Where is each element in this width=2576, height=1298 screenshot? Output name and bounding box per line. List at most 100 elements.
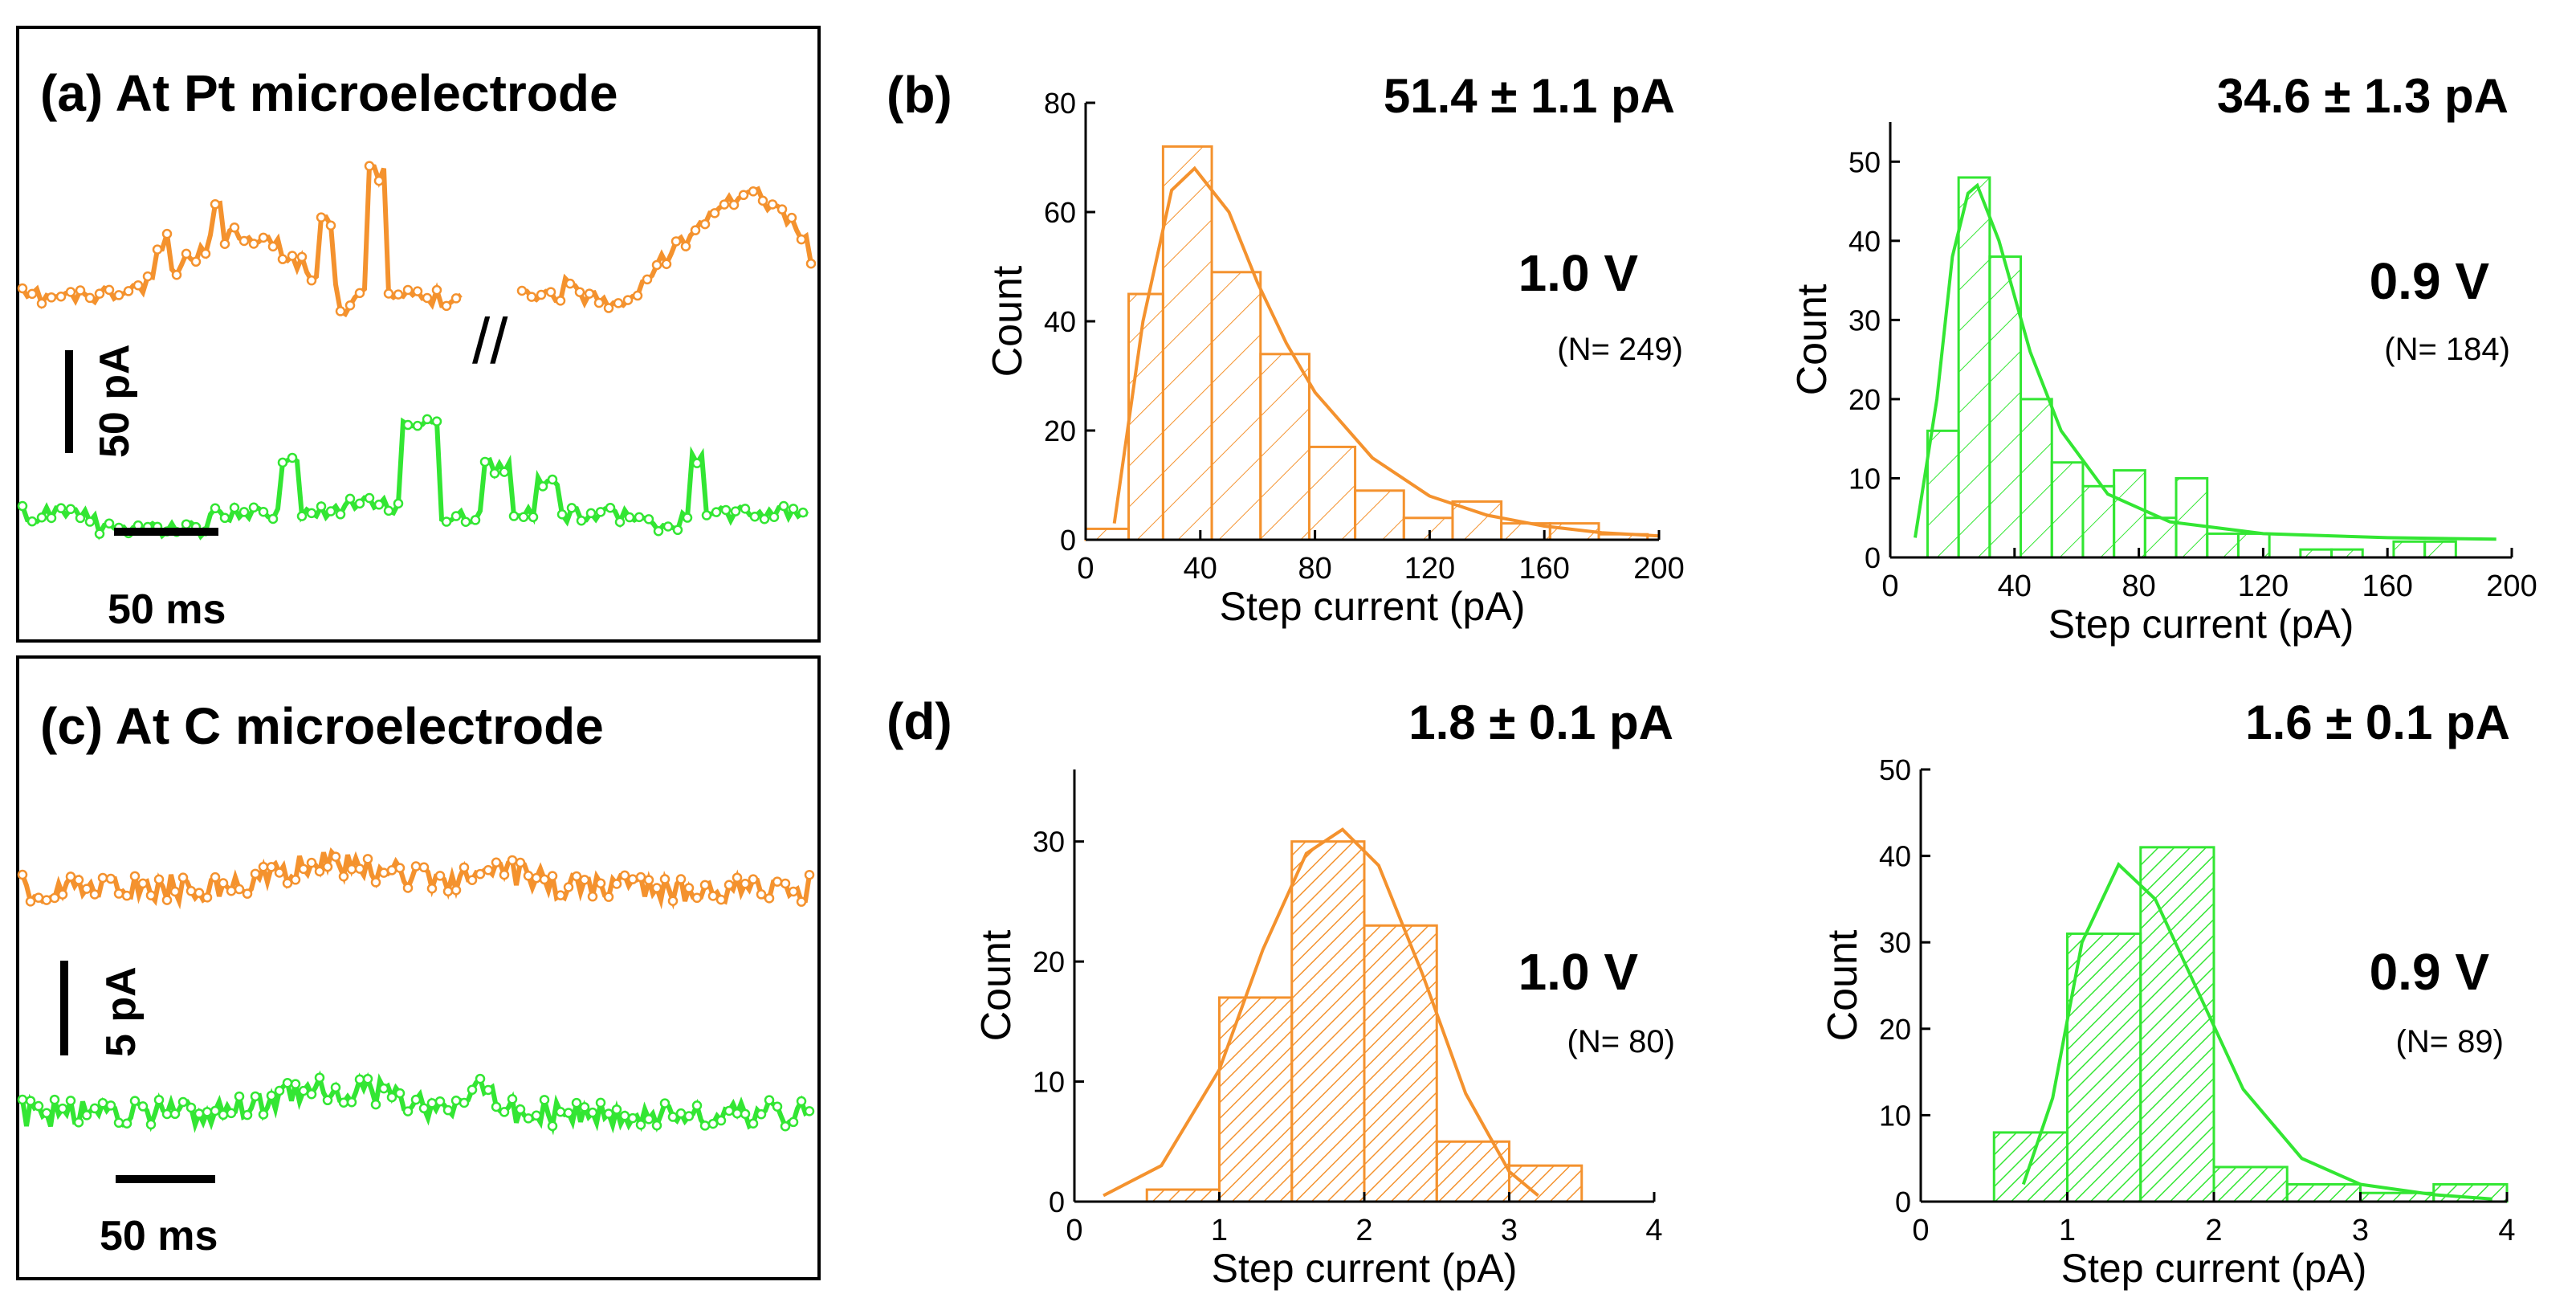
trace-point xyxy=(194,1108,205,1119)
y-tick-label: 50 xyxy=(1848,145,1881,178)
trace-point xyxy=(748,874,759,884)
trace-point xyxy=(266,862,277,872)
trace-point xyxy=(153,874,165,885)
trace-point xyxy=(137,1101,149,1112)
trace-point xyxy=(370,1099,381,1110)
trace-point xyxy=(238,235,250,247)
trace-point xyxy=(378,1083,389,1094)
x-tick-label: 1 xyxy=(2059,1214,2076,1247)
trace-point xyxy=(467,1084,478,1096)
histogram-bar xyxy=(1127,292,1164,541)
trace-point xyxy=(287,251,298,261)
trace-point xyxy=(81,884,92,894)
count-label: (N= 80) xyxy=(1567,1024,1676,1059)
trace-point xyxy=(314,1072,325,1083)
histogram-bar xyxy=(2285,1182,2362,1203)
trace-point xyxy=(354,288,365,299)
trace-point xyxy=(748,1118,759,1129)
trace-point xyxy=(749,512,760,522)
y-tick-label: 30 xyxy=(1033,826,1065,859)
y-tick-label: 0 xyxy=(1060,524,1076,557)
trace-point xyxy=(711,507,722,517)
trace-point xyxy=(129,871,141,882)
histogram-bar xyxy=(1290,840,1366,1203)
x-tick-label: 2 xyxy=(1355,1214,1372,1247)
x-tick-label: 4 xyxy=(2498,1214,2515,1247)
trace-point xyxy=(161,228,173,239)
x-tick-label: 1 xyxy=(1211,1214,1228,1247)
x-tick-label: 3 xyxy=(2352,1214,2369,1247)
y-tick-label: 60 xyxy=(1044,196,1076,229)
histogram-bar xyxy=(1354,489,1405,541)
trace-point xyxy=(576,515,587,526)
trace-point xyxy=(17,283,28,294)
trace-point xyxy=(46,292,57,303)
trace-point xyxy=(603,303,614,313)
trace-point xyxy=(298,1085,309,1096)
histogram-bar xyxy=(2423,540,2457,559)
trace-point xyxy=(450,1096,462,1106)
trace-point xyxy=(296,251,308,263)
trace-point xyxy=(715,894,727,905)
trace-point xyxy=(422,292,433,304)
trace-point xyxy=(364,492,375,504)
panel-b-label: (b) xyxy=(887,66,952,124)
trace-point xyxy=(470,515,481,525)
trace-point xyxy=(595,1097,606,1108)
trace-point xyxy=(786,212,797,223)
trace-point xyxy=(701,510,712,520)
trace-point xyxy=(772,1101,783,1112)
trace-point xyxy=(756,1109,767,1120)
chart-title: 34.6 ± 1.3 pA xyxy=(2217,69,2509,123)
trace-point xyxy=(306,508,317,519)
x-tick-label: 2 xyxy=(2205,1214,2222,1247)
x-tick-label: 3 xyxy=(1501,1214,1518,1247)
trace-point xyxy=(242,1109,253,1120)
trace-point xyxy=(104,518,115,529)
trace-point xyxy=(306,1088,317,1100)
trace-point xyxy=(707,891,719,901)
trace-point xyxy=(234,884,245,895)
histogram-bar xyxy=(1161,145,1213,541)
trace-point xyxy=(344,493,356,504)
trace-point xyxy=(675,1108,687,1119)
histogram-bar xyxy=(2212,1165,2289,1203)
x-tick-label: 4 xyxy=(1645,1214,1662,1247)
scale-label-y-a: 50 pA xyxy=(92,344,138,458)
trace-point xyxy=(531,872,542,884)
trace-point xyxy=(282,878,293,888)
x-tick-label: 160 xyxy=(2362,569,2412,603)
trace-point xyxy=(643,875,654,885)
trace-point xyxy=(619,1110,630,1121)
trace-point xyxy=(489,468,500,479)
panel-a-title: (a) At Pt microelectrode xyxy=(40,64,618,122)
panel-d-label: (d) xyxy=(887,692,952,750)
trace-point xyxy=(788,504,799,514)
trace-point xyxy=(804,1106,815,1116)
trace-point xyxy=(434,871,446,881)
trace-point xyxy=(258,1109,269,1120)
trace-c-orange xyxy=(17,847,815,910)
trace-point xyxy=(780,878,791,889)
trace-point xyxy=(57,1103,68,1114)
trace-point xyxy=(97,1098,108,1108)
trace-point xyxy=(129,1096,141,1106)
trace-point xyxy=(290,875,301,885)
trace-point xyxy=(723,1105,735,1116)
trace-point xyxy=(680,241,691,251)
histogram-bar xyxy=(2392,540,2427,559)
trace-point xyxy=(796,1096,807,1107)
y-tick-label: 80 xyxy=(1044,87,1076,120)
trace-point xyxy=(94,288,105,299)
trace-point xyxy=(105,1100,116,1111)
trace-point xyxy=(394,1088,406,1099)
trace-point xyxy=(370,877,381,888)
trace-point xyxy=(732,1108,743,1119)
y-tick-label: 10 xyxy=(1848,462,1881,495)
trace-point xyxy=(715,1115,727,1126)
trace-point xyxy=(210,1105,221,1116)
trace-point xyxy=(555,296,566,306)
trace-point xyxy=(33,892,44,903)
trace-point xyxy=(248,239,259,249)
trace-point xyxy=(113,888,124,899)
